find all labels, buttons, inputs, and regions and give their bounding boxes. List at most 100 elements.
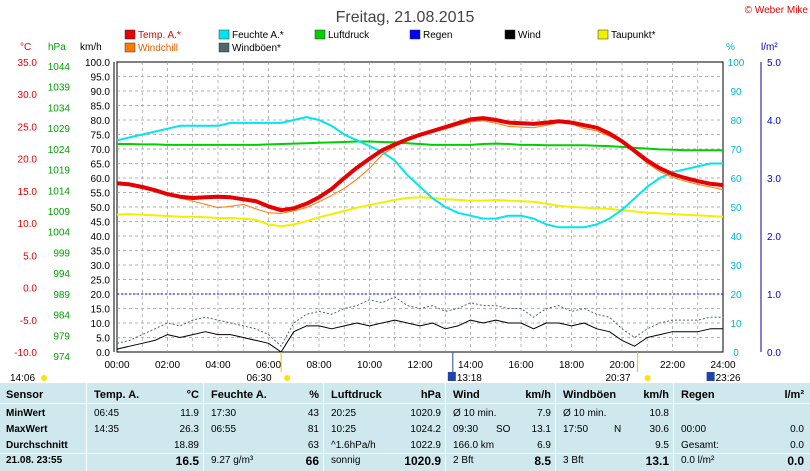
table-cell-gusts-dir: N — [614, 424, 622, 435]
legend-label-gusts: Windböen* — [232, 43, 281, 54]
table-cell-gusts-value: 30.6 — [649, 424, 669, 435]
table-header-title: Temp. A. — [94, 389, 140, 401]
wind-tick-label: 35.0 — [91, 247, 111, 258]
table-row-label: 21.08. 23:55 — [6, 455, 63, 466]
temp-tick-label: -5.0 — [20, 316, 38, 327]
table-cell-temp-value: 11.9 — [180, 408, 199, 419]
wind-tick-label: 40.0 — [91, 232, 111, 243]
wind-tick-label: 10.0 — [91, 319, 111, 330]
table-header-unit: °C — [186, 389, 199, 401]
humidity-tick-label: 70 — [730, 145, 742, 156]
legend-label-humidity: Feuchte A.* — [232, 30, 284, 41]
chart-title: Freitag, 21.08.2015 — [336, 9, 475, 26]
wind-tick-label: 20.0 — [91, 290, 111, 301]
legend-swatch-dewpoint — [597, 29, 609, 40]
legend-label-wind: Wind — [518, 30, 541, 41]
wind-tick-label: 55.0 — [91, 189, 111, 200]
wind-tick-label: 45.0 — [91, 218, 111, 229]
table-cell-pressure-value: 1022.9 — [410, 440, 441, 451]
x-tick-label: 16:00 — [508, 360, 533, 371]
pressure-tick-label: 1004 — [48, 228, 71, 239]
table-cell-gusts-value: 10.8 — [649, 408, 669, 419]
table-header-title: Luftdruck — [331, 389, 382, 401]
sunrise-label: 06:30 — [246, 373, 271, 383]
wind-tick-label: 80.0 — [91, 116, 111, 127]
table-cell-temp-value: 26.3 — [179, 424, 199, 435]
temp-tick-label: 10.0 — [18, 219, 38, 230]
x-tick-label: 12:00 — [407, 360, 432, 371]
humidity-tick-label: 10 — [730, 319, 742, 330]
plot-area — [113, 61, 762, 353]
table-cell-wind-note: Ø 10 min. — [453, 408, 497, 419]
x-tick-label: 22:00 — [660, 360, 685, 371]
wind-tick-label: 0.0 — [96, 348, 110, 359]
x-tick-label: 06:00 — [256, 360, 281, 371]
moonrise-icon — [447, 372, 456, 381]
table-cell-humidity-value: 63 — [307, 440, 319, 451]
temp-tick-label: 0.0 — [23, 284, 37, 295]
table-cell-pressure-note: sonnig — [331, 455, 361, 466]
wind-tick-label: 50.0 — [91, 203, 111, 214]
x-tick-label: 24:00 — [710, 360, 735, 371]
table-cell-gusts-value: 9.5 — [655, 440, 669, 451]
rain-tick-label: 1.0 — [767, 290, 781, 301]
rain-axis-label: l/m² — [761, 42, 778, 53]
pressure-tick-label: 979 — [53, 331, 70, 342]
series-line-pressure — [117, 140, 723, 152]
table-cell-humidity-note: 06:55 — [211, 424, 237, 435]
axis-ticks: 35.0 30.0 25.0 20.0 15.0 10.0 5.0 0.0 -5.0 -10.0 1… — [14, 58, 781, 371]
table-cell-wind-value: 6.9 — [537, 440, 551, 451]
axis-unit-labels: °C hPa km/h% l/m² — [20, 42, 778, 53]
table-cell-humidity-value: 81 — [307, 424, 319, 435]
table-header-unit: km/h — [525, 389, 551, 401]
sunrise-icon — [284, 375, 291, 381]
legend-swatch-temp — [124, 29, 136, 40]
legend-label-dewpoint: Taupunkt* — [611, 30, 656, 41]
temp-tick-label: 30.0 — [18, 90, 38, 101]
table-cell-wind-note: 2 Bft — [453, 455, 474, 466]
chart-legend: Temp. A.* Feuchte A.* Luftdruck Regen Wind Ta… — [124, 29, 656, 54]
temp-tick-label: 35.0 — [18, 58, 38, 69]
pressure-tick-label: 1034 — [48, 103, 71, 114]
series-line-humidity — [116, 116, 723, 229]
table-column-divider — [673, 383, 674, 471]
table-cell-rain-note: Gesamt: — [681, 440, 719, 451]
sunset-icon — [644, 375, 651, 381]
series-lines — [116, 116, 724, 353]
rain-tick-label: 2.0 — [767, 232, 781, 243]
humidity-tick-label: 90 — [730, 87, 742, 98]
table-cell-pressure-note: 10:25 — [331, 424, 357, 435]
pressure-tick-label: 974 — [53, 352, 70, 363]
rain-tick-label: 4.0 — [767, 116, 781, 127]
moonset-icon — [706, 372, 715, 381]
legend-swatch-wind — [504, 29, 516, 40]
wind-tick-label: 100.0 — [85, 58, 110, 69]
humidity-axis-label: % — [726, 42, 735, 53]
copyright-label: © Weber Mike — [745, 5, 809, 16]
table-cell-rain-value: 0.0 — [787, 454, 804, 468]
sun-moon-timeline: 14:06 06:30 20:37 13:18 23:26 — [10, 352, 741, 383]
pressure-tick-label: 1009 — [48, 207, 71, 218]
legend-swatch-windchill — [124, 42, 136, 53]
moonrise-label: 13:18 — [457, 373, 482, 383]
temp-axis-label: °C — [20, 42, 31, 53]
pressure-tick-label: 994 — [53, 269, 70, 280]
pressure-tick-label: 1024 — [48, 145, 71, 156]
table-column-divider — [445, 383, 446, 471]
pressure-tick-label: 989 — [53, 290, 70, 301]
sunset-label: 20:37 — [605, 373, 630, 383]
table-header-unit: hPa — [420, 389, 441, 401]
x-tick-label: 08:00 — [306, 360, 331, 371]
humidity-tick-label: 100 — [728, 58, 745, 69]
pressure-tick-label: 1039 — [48, 83, 71, 94]
pressure-tick-label: 1029 — [48, 124, 71, 135]
table-header-unit: l/m² — [784, 389, 804, 401]
pressure-tick-label: 1014 — [48, 186, 71, 197]
table-cell-temp-note: 14:35 — [94, 424, 120, 435]
legend-label-pressure: Luftdruck — [328, 30, 370, 41]
series-line-temp — [116, 116, 724, 213]
wind-tick-label: 75.0 — [91, 131, 111, 142]
rain-tick-label: 5.0 — [767, 58, 781, 69]
humidity-tick-label: 0 — [733, 348, 739, 359]
table-header-title: Sensor — [6, 389, 44, 401]
